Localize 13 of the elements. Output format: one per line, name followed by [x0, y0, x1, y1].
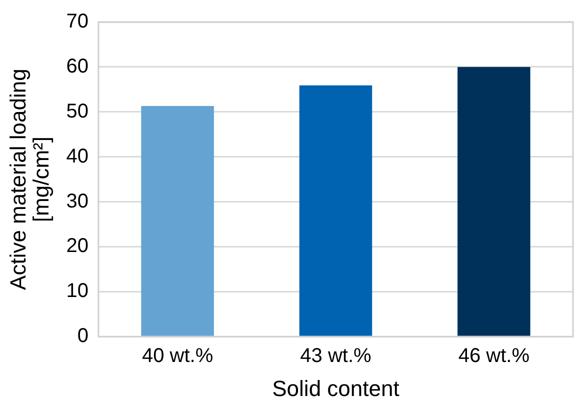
y-tick-label: 60	[66, 55, 88, 78]
y-tick-label: 20	[66, 235, 88, 258]
y-axis-title: Active material loading [mg/cm²]	[6, 68, 54, 290]
x-tick-label: 40 wt.%	[142, 345, 214, 368]
y-tick-label: 30	[66, 190, 88, 212]
y-tick-label: 10	[66, 280, 88, 302]
y-tick-label: 40	[66, 145, 88, 168]
y-tick-label: 0	[77, 325, 88, 348]
x-tick-label: 43 wt.%	[300, 345, 372, 368]
y-tick-label: 70	[66, 10, 88, 33]
x-axis-title: Solid content	[272, 376, 400, 401]
y-tick-label: 50	[66, 100, 88, 122]
x-tick-label: 46 wt.%	[458, 345, 530, 368]
